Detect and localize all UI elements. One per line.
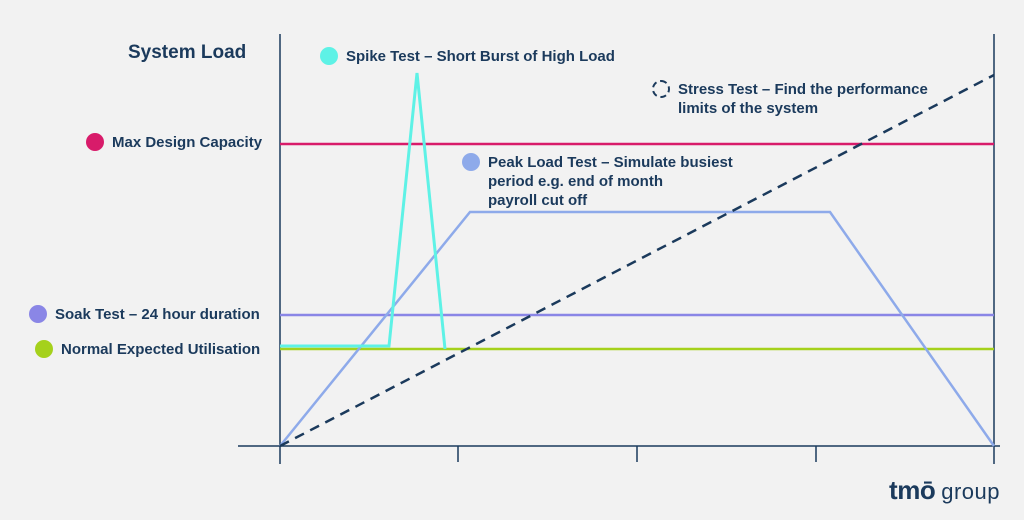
tmo-group-logo: tmō group [889,475,1000,506]
legend-spike-label: Spike Test – Short Burst of High Load [346,48,615,65]
peak-load-line [279,210,996,447]
stress-dot [652,80,670,98]
max-capacity-dot [86,133,104,151]
normal-dot [35,340,53,358]
legend-spike: Spike Test – Short Burst of High Load [320,47,615,66]
legend-soak: Soak Test – 24 hour duration [29,305,260,324]
peak-dot [462,153,480,171]
legend-soak-label: Soak Test – 24 hour duration [55,306,260,323]
spike-test-line [280,72,447,350]
stress-test-line [279,73,995,448]
legend-stress-label: Stress Test – Find the performance limit… [678,81,928,117]
legend-peak-label: Peak Load Test – Simulate busiest period… [488,154,733,209]
chart-title: System Load [128,42,247,63]
legend-normal-label: Normal Expected Utilisation [61,341,261,358]
legend-peak: Peak Load Test – Simulate busiest period… [462,153,762,210]
legend-max-capacity-label: Max Design Capacity [112,134,263,151]
legend-max-capacity: Max Design Capacity [86,133,262,152]
legend-stress: Stress Test – Find the performance limit… [652,80,962,118]
spike-dot [320,47,338,65]
soak-dot [29,305,47,323]
legend-normal: Normal Expected Utilisation [35,340,260,359]
logo-suffix: group [941,479,1000,504]
logo-word: tmō [889,475,936,505]
